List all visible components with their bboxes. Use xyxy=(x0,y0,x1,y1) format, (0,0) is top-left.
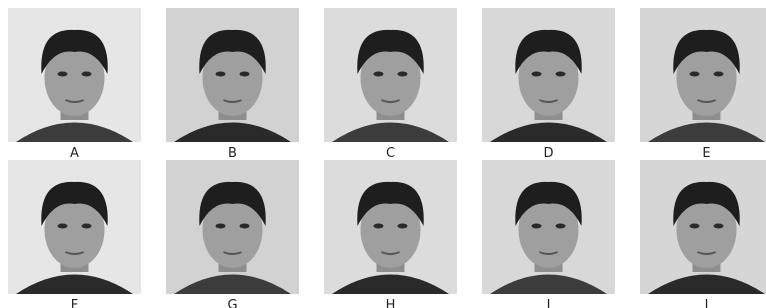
eye xyxy=(556,72,566,77)
panel-label: C xyxy=(386,146,395,161)
eye xyxy=(532,72,542,77)
eye xyxy=(714,224,724,229)
eye xyxy=(240,224,250,229)
panel-label: J xyxy=(704,298,709,308)
face-photo xyxy=(324,8,457,142)
face-photo xyxy=(640,8,766,142)
face-photo xyxy=(166,8,299,142)
face-photo xyxy=(482,8,615,142)
panel-label: D xyxy=(543,146,553,161)
eye xyxy=(690,224,700,229)
eye xyxy=(374,72,384,77)
face-photo xyxy=(324,160,457,294)
eye xyxy=(240,72,250,77)
face-grid: A B C D E F G H I J xyxy=(0,0,766,308)
panel-label: A xyxy=(70,146,79,161)
eye xyxy=(82,72,92,77)
panel-label: I xyxy=(547,298,551,308)
panel-label: B xyxy=(228,146,237,161)
panel-label: E xyxy=(702,146,710,161)
eye xyxy=(82,224,92,229)
eye xyxy=(374,224,384,229)
panel-label: F xyxy=(71,298,78,308)
panel-label: G xyxy=(227,298,237,308)
face-photo xyxy=(640,160,766,294)
face-photo xyxy=(8,160,141,294)
eye xyxy=(690,72,700,77)
face-photo xyxy=(8,8,141,142)
eye xyxy=(556,224,566,229)
panel-label: H xyxy=(386,298,396,308)
eye xyxy=(532,224,542,229)
eye xyxy=(58,224,68,229)
face-photo xyxy=(482,160,615,294)
eye xyxy=(216,224,226,229)
eye xyxy=(216,72,226,77)
eye xyxy=(398,72,408,77)
face-photo xyxy=(166,160,299,294)
eye xyxy=(714,72,724,77)
eye xyxy=(58,72,68,77)
eye xyxy=(398,224,408,229)
